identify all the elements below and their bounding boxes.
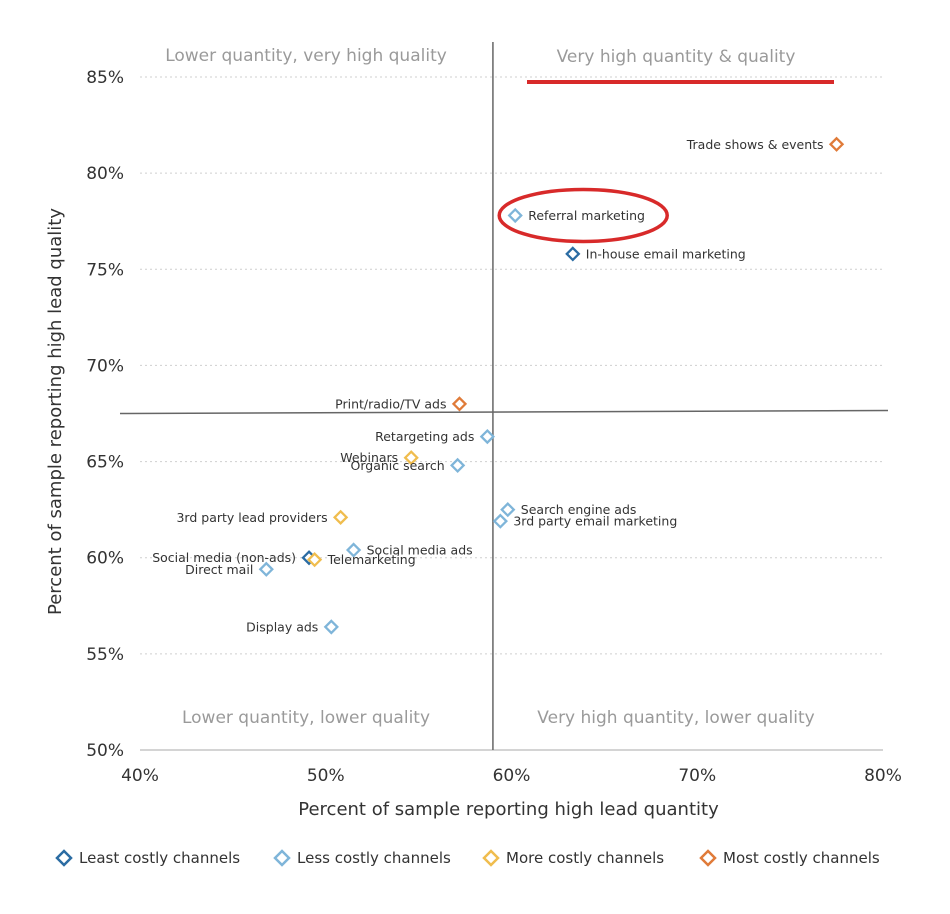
annotation-circle [497, 187, 669, 244]
data-point-label: Social media (non-ads) [152, 550, 296, 565]
y-tick-label: 60% [86, 549, 124, 569]
quadrant-labels: Lower quantity, very high quality Very hi… [165, 46, 815, 728]
data-point-label: 3rd party email marketing [513, 514, 677, 529]
y-tick-label: 70% [86, 356, 124, 376]
data-point [492, 513, 508, 529]
data-point-label: Print/radio/TV ads [335, 396, 446, 411]
data-point [828, 136, 845, 152]
x-tick-label: 50% [307, 766, 345, 786]
quadrant-label-bottom-left: Lower quantity, lower quality [182, 708, 430, 728]
legend-marker [699, 849, 717, 867]
y-tick-label: 65% [86, 453, 124, 473]
x-axis-title: Percent of sample reporting high lead qu… [298, 799, 719, 820]
annotations [497, 80, 834, 244]
data-point [507, 207, 523, 224]
legend-label: Most costly channels [723, 849, 880, 867]
data-point-label: Referral marketing [528, 208, 645, 223]
data-point [345, 542, 362, 558]
legend: Least costly channels Less costly channel… [55, 849, 880, 867]
y-tick-label: 80% [86, 164, 124, 184]
quadrant-label-bottom-right: Very high quantity, lower quality [537, 708, 814, 728]
x-tick-label: 80% [864, 766, 902, 786]
data-points: Trade shows & events Referral marketing In… [152, 136, 845, 635]
data-point-label: Webinars [340, 450, 398, 465]
data-point-label: Telemarketing [327, 552, 416, 567]
data-point-label: Organic search [351, 458, 445, 473]
data-point-label: Social media ads [367, 543, 473, 558]
data-point [332, 509, 349, 525]
data-point [306, 552, 323, 568]
axes: 50% 55% 60% 65% 70% 75% 80% 85% 40% 50% 60% 70% 80% P… [45, 42, 902, 820]
data-point-label: Search engine ads [521, 502, 637, 517]
x-tick-label: 40% [121, 766, 159, 786]
data-point-label: Direct mail [185, 562, 253, 577]
data-point-label: Trade shows & events [686, 137, 824, 152]
legend-label: More costly channels [506, 849, 664, 867]
legend-marker [482, 849, 500, 867]
legend-marker [55, 849, 73, 867]
y-tick-label: 85% [86, 68, 124, 88]
y-tick-label: 50% [86, 741, 124, 761]
y-axis-title: Percent of sample reporting high lead qu… [45, 208, 66, 615]
data-point [323, 619, 339, 635]
legend-label: Less costly channels [297, 849, 451, 867]
data-point [403, 450, 419, 466]
data-point [479, 428, 495, 445]
grid-lines [140, 76, 883, 655]
data-point-label: 3rd party lead providers [176, 510, 327, 525]
quadrant-divider-horizontal [119, 409, 889, 415]
x-tick-label: 60% [493, 766, 531, 786]
data-point [500, 502, 516, 518]
y-tick-label: 55% [86, 645, 124, 665]
quadrant-label-top-right: Very high quantity & quality [557, 47, 796, 67]
x-tick-label: 70% [678, 766, 716, 786]
data-point [565, 246, 581, 262]
data-point-label: In-house email marketing [586, 246, 746, 261]
legend-marker [273, 849, 291, 867]
y-tick-label: 75% [86, 260, 124, 280]
data-point-label: Retargeting ads [375, 429, 474, 444]
data-point [258, 561, 274, 577]
data-point [450, 457, 466, 474]
quadrant-label-top-left: Lower quantity, very high quality [165, 46, 447, 66]
data-point [451, 396, 468, 412]
legend-label: Least costly channels [79, 849, 240, 867]
data-point-label: Display ads [246, 619, 318, 634]
